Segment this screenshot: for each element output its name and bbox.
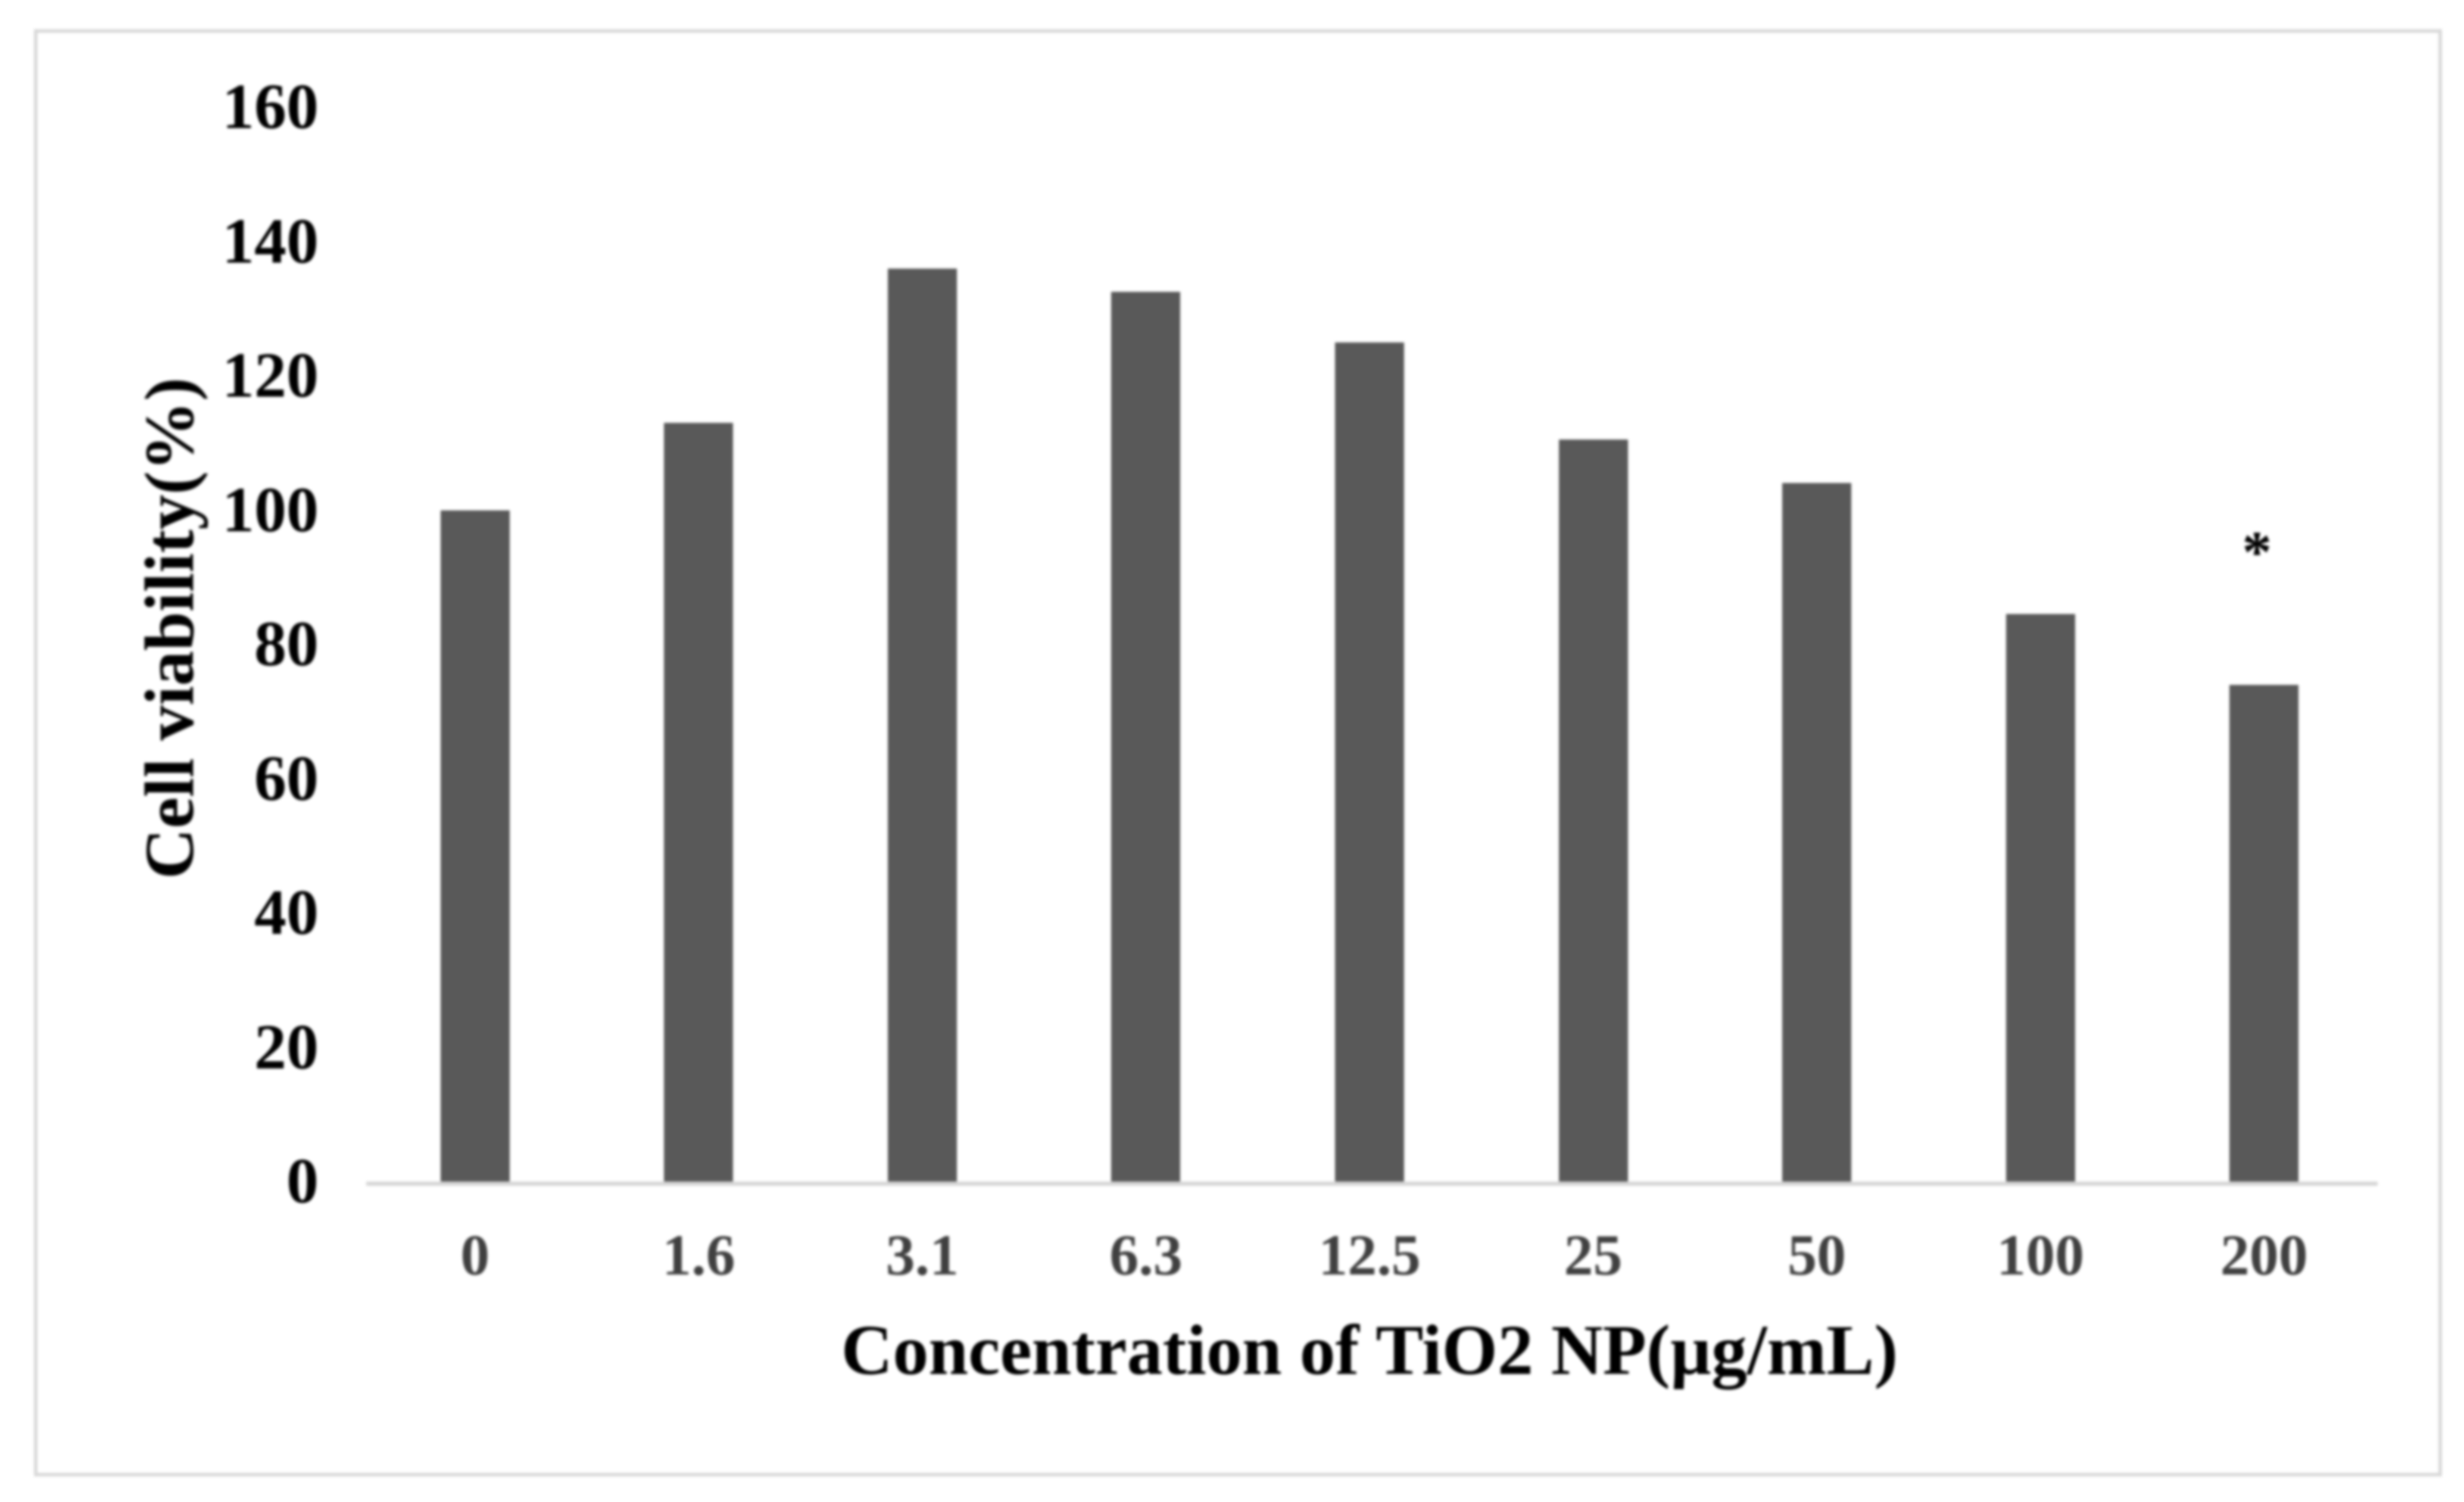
y-tick-label: 40 (254, 877, 319, 948)
bar (2005, 614, 2075, 1182)
bar (664, 422, 734, 1182)
bar (887, 268, 957, 1182)
y-tick-label: 160 (222, 71, 319, 142)
y-tick-label: 20 (254, 1011, 319, 1083)
y-tick-label: 0 (286, 1146, 319, 1217)
bar (1558, 440, 1628, 1182)
category-label: 0 (460, 1223, 490, 1288)
bar (1335, 342, 1404, 1182)
y-tick-label: 60 (254, 743, 319, 814)
y-tick-label: 80 (254, 609, 319, 680)
bar (440, 510, 510, 1182)
category-label: 100 (1997, 1223, 2085, 1288)
y-tick-label: 140 (222, 205, 319, 277)
category-label: 12.5 (1318, 1223, 1421, 1288)
x-axis-title: Concentration of TiO2 NP(µg/mL) (841, 1310, 1898, 1389)
category-label: 6.3 (1109, 1223, 1183, 1288)
y-tick-label: 120 (222, 340, 319, 411)
plot-area: * (363, 107, 2378, 1186)
category-label: 25 (1564, 1223, 1623, 1288)
x-axis-line (366, 1182, 2378, 1186)
category-label: 200 (2220, 1223, 2308, 1288)
bar (1782, 483, 1852, 1182)
bar (1111, 292, 1181, 1182)
significance-asterisk: * (2242, 518, 2272, 585)
category-label: 1.6 (662, 1223, 735, 1288)
category-label: 50 (1788, 1223, 1847, 1288)
y-tick-label: 100 (222, 474, 319, 546)
bar (2229, 684, 2299, 1182)
category-label: 3.1 (885, 1223, 959, 1288)
